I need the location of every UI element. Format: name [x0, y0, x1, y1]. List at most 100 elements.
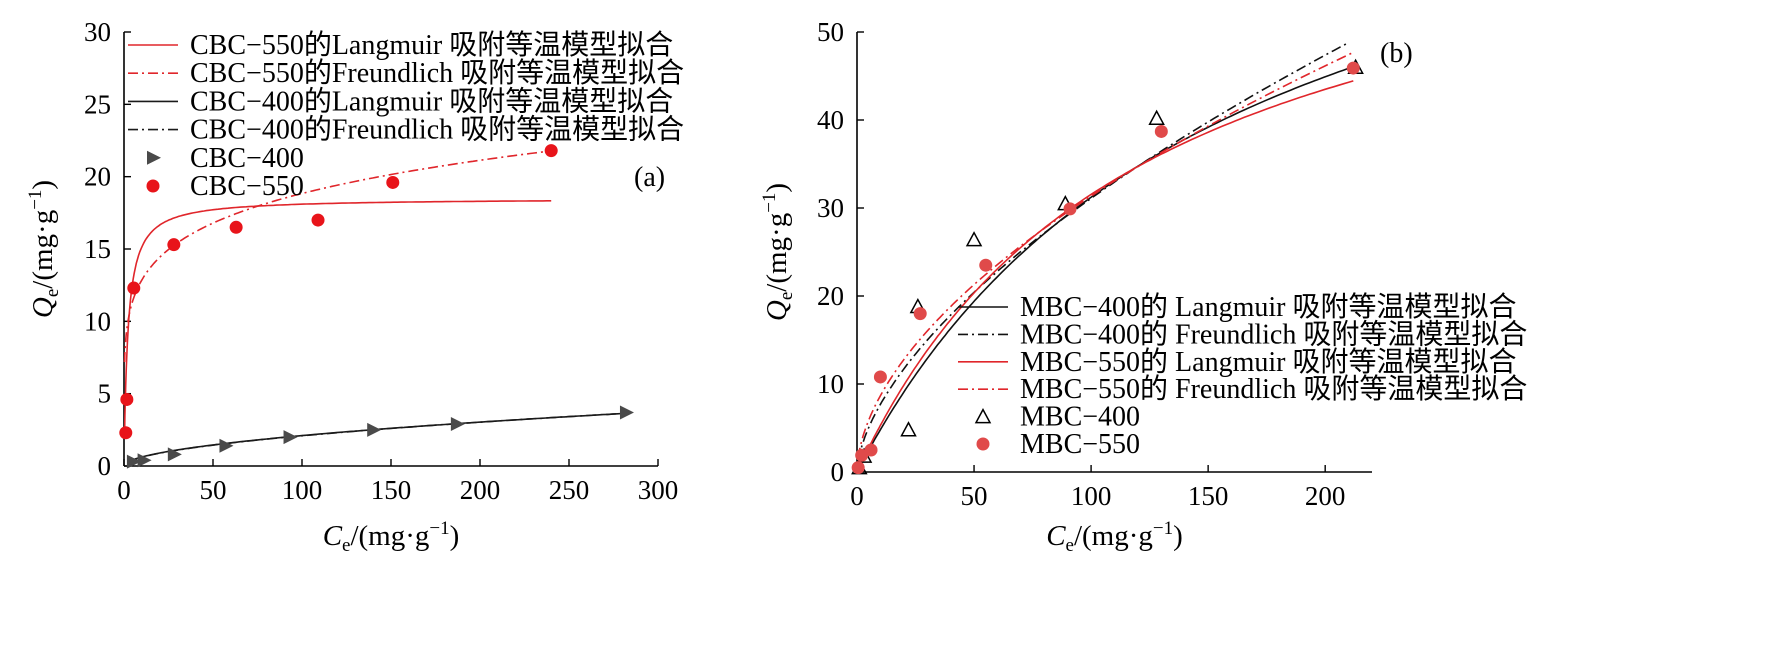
axis-title-close: )	[450, 520, 460, 552]
axis-title-unit: /(mg·g	[27, 210, 59, 289]
axis-title-unit: /(mg·g	[350, 520, 429, 552]
data-point-5	[386, 175, 400, 189]
x-tick-label: 0	[117, 475, 131, 505]
y-tick-label: 10	[817, 369, 844, 399]
axis-title-symbol: C	[323, 520, 343, 552]
data-point-4	[965, 231, 983, 247]
data-point-4	[137, 453, 152, 468]
data-point-4	[126, 454, 141, 469]
y-tick-label: 0	[831, 457, 845, 487]
axis-title-close: )	[1173, 520, 1183, 552]
legend-label: CBC−400的Langmuir 吸附等温模型拟合	[190, 85, 673, 117]
x-tick-label: 200	[1305, 481, 1346, 511]
data-point-5	[120, 392, 134, 406]
axis-title-close: )	[761, 183, 793, 193]
data-point-5	[311, 213, 325, 227]
data-point-5	[1063, 202, 1077, 216]
x-tick-label: 150	[1188, 481, 1229, 511]
x-tick-label: 100	[282, 475, 323, 505]
data-point-4	[219, 438, 234, 453]
x-tick-label: 300	[638, 475, 679, 505]
data-point-5	[913, 307, 927, 321]
axis-title-superscript: −1	[25, 190, 46, 210]
data-point-4	[1148, 109, 1165, 125]
panel-b-chart: 0 50 100 150 20001020304050Ce/(mg·g−1)Qe/(mg…	[759, 17, 1527, 556]
series-line-3	[128, 412, 623, 463]
x-tick-label: 50	[961, 481, 988, 511]
data-point-5	[167, 238, 181, 252]
legend-label: MBC−550的 Freundlich 吸附等温模型拟合	[1020, 373, 1527, 405]
series-line-1	[857, 41, 1349, 462]
series-line-0	[857, 65, 1354, 471]
legend-label: CBC−550的Langmuir 吸附等温模型拟合	[190, 29, 673, 61]
legend-label: CBC−400的Freundlich 吸附等温模型拟合	[190, 114, 684, 146]
y-tick-label: 5	[98, 379, 112, 409]
x-tick-label: 150	[371, 475, 412, 505]
axis-title-subscript: e	[342, 535, 350, 556]
axis-title-subscript: e	[42, 289, 63, 297]
data-point-5	[119, 426, 133, 440]
data-point-5	[544, 144, 558, 158]
data-point-4	[619, 405, 634, 420]
axis-title-close: )	[27, 180, 59, 190]
data-point-4	[450, 417, 465, 432]
data-point-4	[900, 421, 917, 437]
x-tick-label: 100	[1071, 481, 1112, 511]
y-tick-label: 20	[84, 162, 111, 192]
legend-marker	[146, 179, 160, 193]
panel-label: (a)	[634, 162, 665, 193]
data-point-4	[283, 430, 298, 445]
axis-title-subscript: e	[1066, 535, 1074, 556]
legend-label: CBC−550的Freundlich 吸附等温模型拟合	[190, 57, 684, 89]
y-tick-label: 30	[817, 193, 844, 223]
y-tick-label: 20	[817, 281, 844, 311]
y-tick-label: 0	[98, 451, 112, 481]
x-tick-label: 0	[850, 481, 864, 511]
y-tick-label: 25	[84, 89, 111, 119]
legend-label: CBC−400	[190, 143, 304, 174]
series-line-2	[857, 80, 1354, 470]
data-point-5	[1154, 124, 1168, 138]
axis-title-unit: /(mg·g	[761, 213, 793, 292]
axis-title-unit: /(mg·g	[1074, 520, 1153, 552]
panel-a-chart: 0 50 100 150 200 250 300051015202530Ce/(mg·g−1…	[25, 17, 684, 556]
y-axis-title: Qe/(mg·g−1)	[25, 180, 63, 318]
legend-marker	[976, 437, 990, 451]
axis-title-superscript: −1	[759, 193, 780, 213]
axis-title-symbol: Q	[761, 300, 793, 321]
legend-label: MBC−400的 Freundlich 吸附等温模型拟合	[1020, 318, 1527, 350]
axis-title-subscript: e	[776, 292, 797, 300]
axis-title-superscript: −1	[1153, 518, 1173, 539]
legend-label: MBC−400	[1020, 402, 1140, 433]
legend-marker	[974, 408, 992, 424]
legend-label: MBC−400的 Langmuir 吸附等温模型拟合	[1020, 291, 1516, 323]
x-axis-title: Ce/(mg·g−1)	[1046, 518, 1183, 556]
y-tick-label: 40	[817, 105, 844, 135]
series-line-2	[128, 412, 623, 463]
x-tick-label: 200	[460, 475, 501, 505]
data-point-5	[229, 220, 243, 234]
axis-title-symbol: C	[1046, 520, 1066, 552]
axis-title-superscript: −1	[429, 518, 449, 539]
x-axis-title: Ce/(mg·g−1)	[323, 518, 460, 556]
legend-label: MBC−550的 Langmuir 吸附等温模型拟合	[1020, 346, 1516, 378]
data-point-5	[1346, 61, 1360, 75]
data-point-5	[864, 443, 878, 457]
legend-label: MBC−550	[1020, 429, 1140, 460]
legend-marker	[147, 150, 161, 165]
data-point-5	[851, 461, 865, 475]
series-line-0	[123, 200, 552, 435]
data-point-5	[873, 370, 887, 384]
y-tick-label: 15	[84, 234, 111, 264]
data-point-4	[167, 447, 182, 462]
x-tick-label: 250	[549, 475, 590, 505]
series-line-1	[123, 150, 552, 363]
y-tick-label: 10	[84, 306, 111, 336]
data-point-5	[127, 281, 141, 295]
y-tick-label: 30	[84, 17, 111, 47]
data-point-4	[367, 422, 382, 437]
data-point-5	[979, 258, 993, 272]
x-tick-label: 50	[200, 475, 227, 505]
axis-title-symbol: Q	[27, 297, 59, 318]
